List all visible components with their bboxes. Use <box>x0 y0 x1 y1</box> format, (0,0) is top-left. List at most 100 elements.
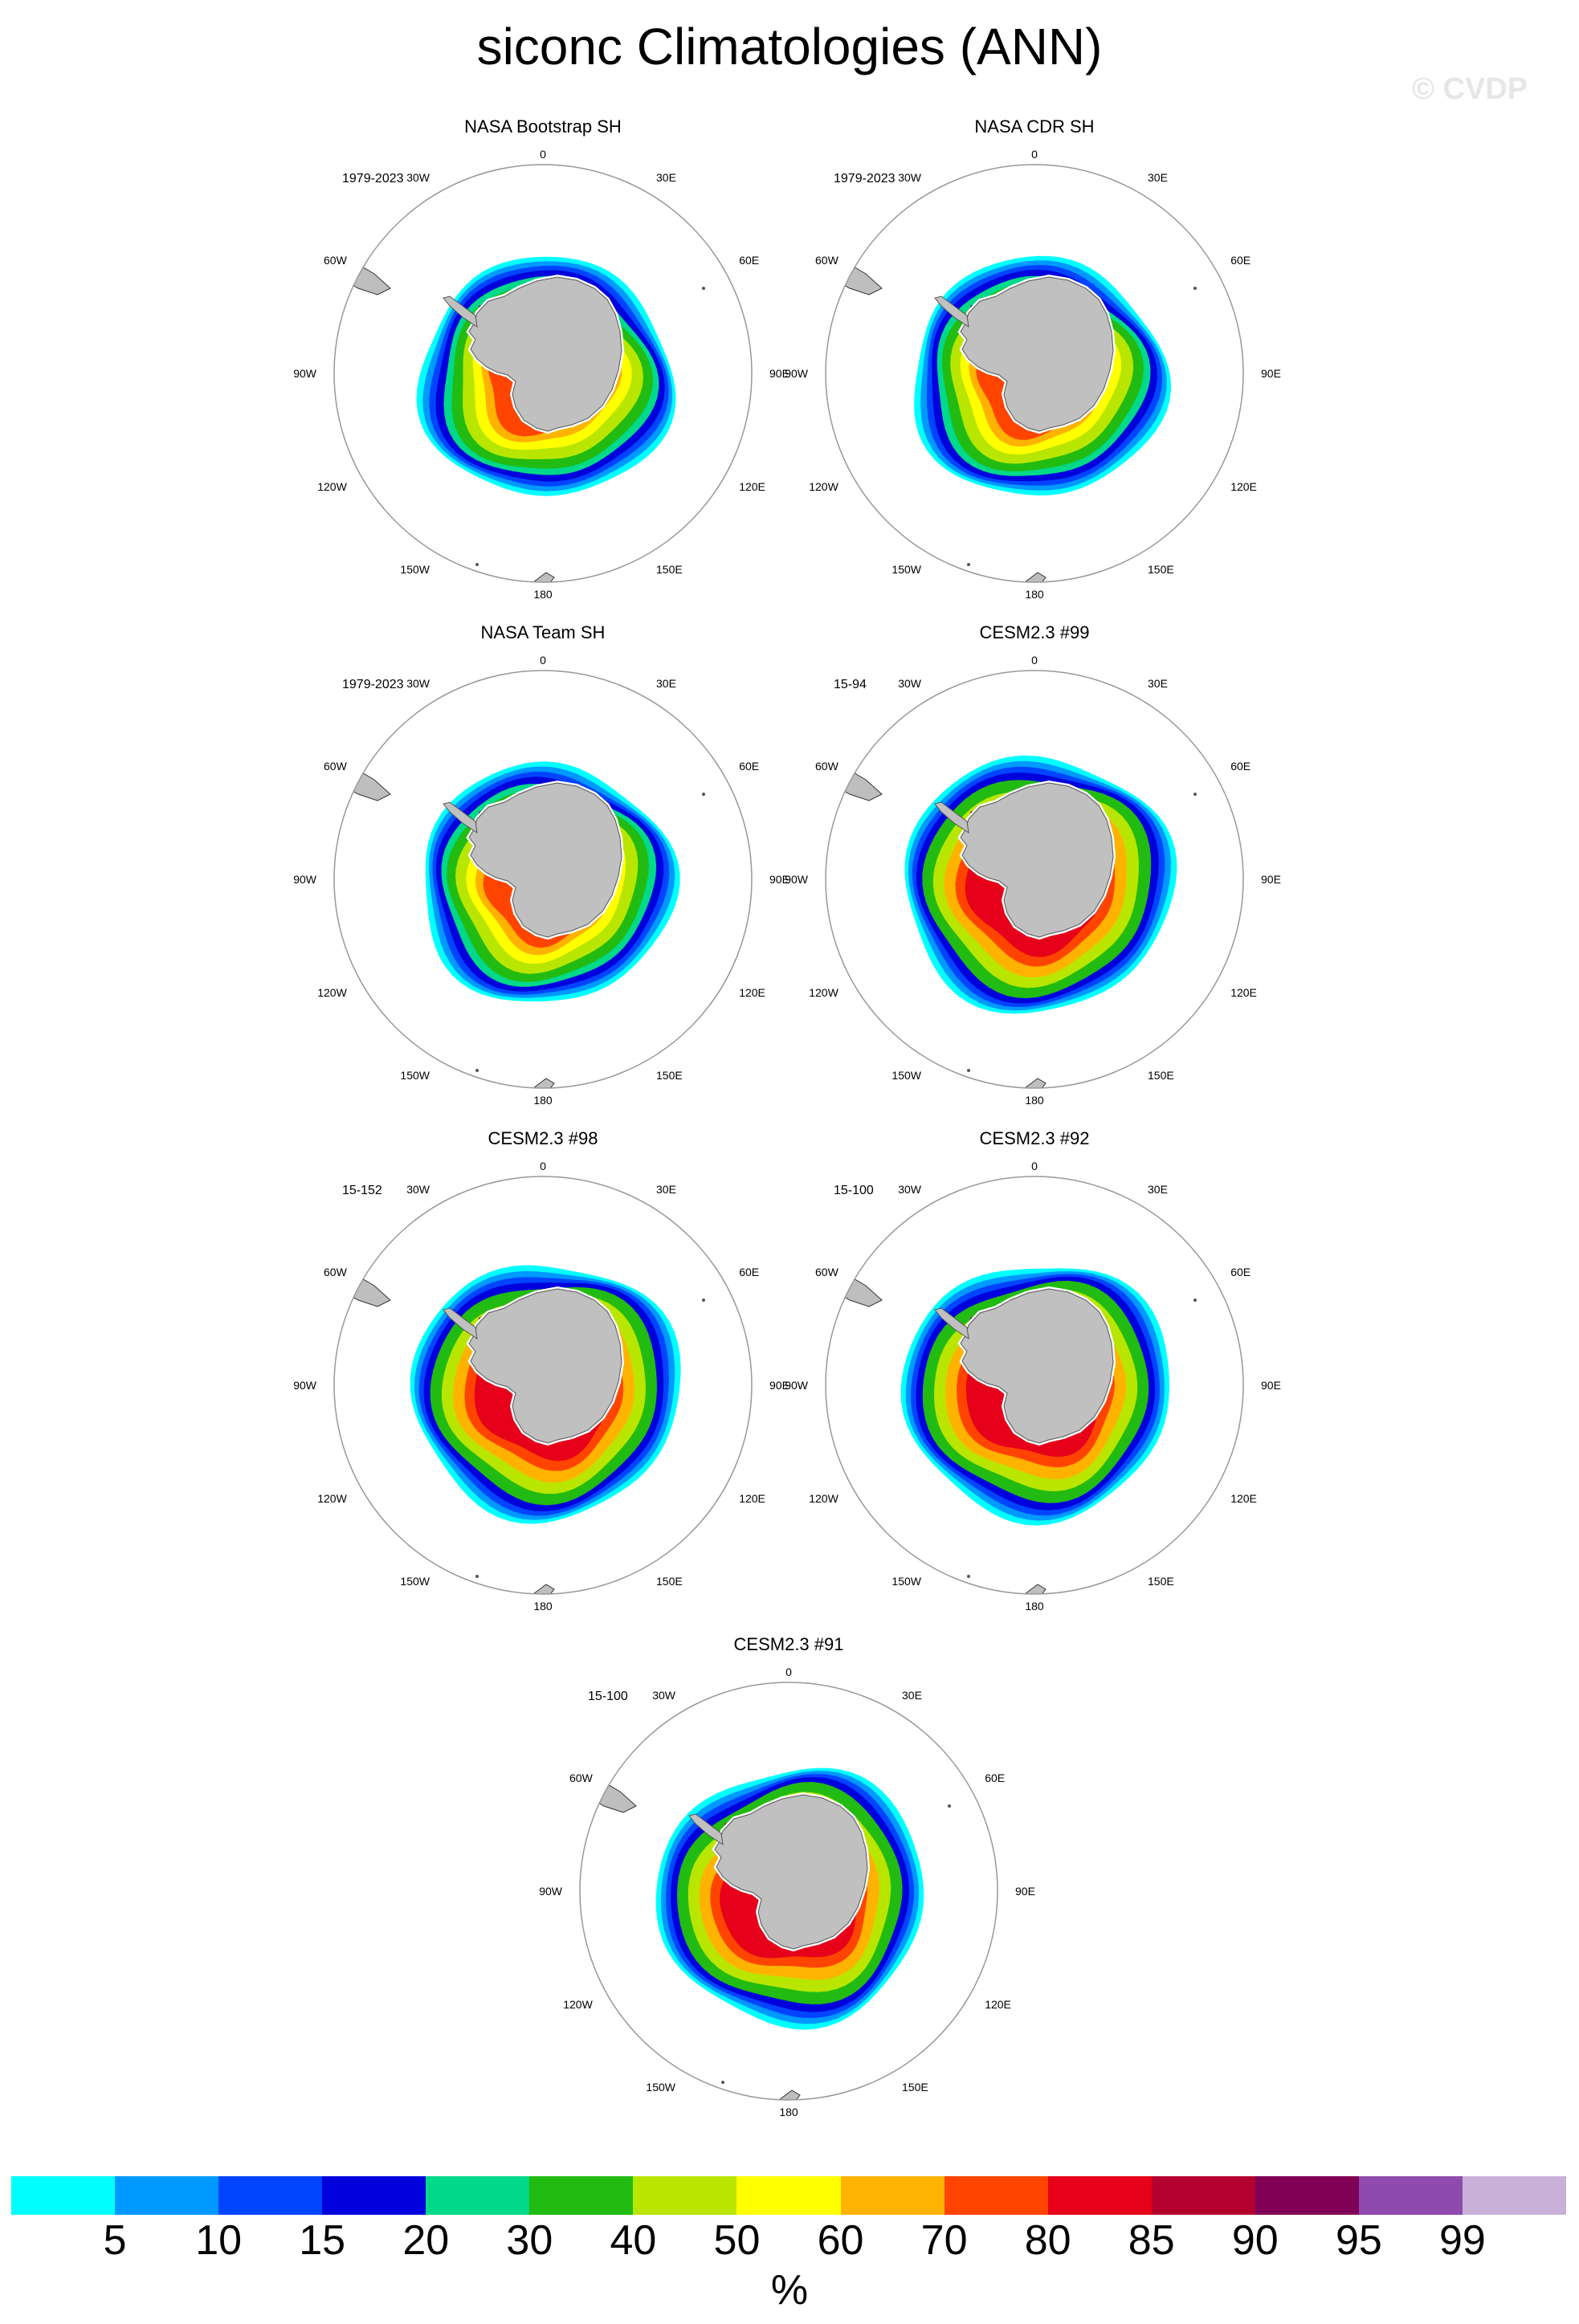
antarctic-peninsula <box>688 1813 724 1846</box>
longitude-label: 90E <box>1261 873 1281 886</box>
longitude-label: 90W <box>293 873 317 886</box>
longitude-label: 0 <box>540 1160 546 1172</box>
polar-stereographic-map: 0 30E 60E 90E 120E 150E 180 150W 120W 90W 60W 30W <box>785 148 1281 601</box>
colorbar-swatch <box>322 2176 426 2215</box>
longitude-label: 30W <box>898 677 922 690</box>
colorbar-swatch <box>1358 2176 1463 2215</box>
longitude-label: 0 <box>540 654 546 667</box>
longitude-label: 120W <box>317 986 347 999</box>
colorbar-swatch <box>1151 2176 1255 2215</box>
longitude-label: 90W <box>293 1379 317 1392</box>
tasmania-landmass <box>1180 1046 1202 1070</box>
longitude-label: 120E <box>1230 480 1257 493</box>
new-zealand-landmass <box>518 1584 555 1594</box>
longitude-label: 60E <box>1230 1266 1251 1278</box>
longitude-label: 120W <box>809 1492 838 1505</box>
longitude-label: 120W <box>563 1998 593 2011</box>
longitude-label: 150W <box>400 563 430 576</box>
island-marker <box>702 287 705 290</box>
colorbar-tick-label: 60 <box>817 2217 864 2264</box>
longitude-label: 150E <box>902 2081 928 2094</box>
island-marker <box>967 563 970 566</box>
panel-title: NASA Team SH <box>480 622 606 642</box>
polar-stereographic-map: 0 30E 60E 90E 120E 150E 180 150W 120W 90W 60W 30W <box>785 654 1281 1107</box>
longitude-label: 90E <box>1261 1379 1281 1392</box>
longitude-label: 30E <box>1148 171 1168 184</box>
map-panel: 0 30E 60E 90E 120E 150E 180 150W 120W 90W 60W 30W CE… <box>769 622 1316 1120</box>
island-marker <box>475 563 479 566</box>
antarctica-coastline <box>714 1794 868 1950</box>
colorbar-swatch <box>840 2176 945 2215</box>
polar-stereographic-map: 0 30E 60E 90E 120E 150E 180 150W 120W 90W 60W 30W <box>785 1160 1281 1613</box>
colorbar-units: % <box>770 2267 809 2314</box>
longitude-label: 90E <box>1261 367 1281 380</box>
panel-title: NASA CDR SH <box>974 116 1095 137</box>
longitude-label: 150E <box>656 1069 683 1082</box>
island-marker <box>1193 793 1197 796</box>
island-marker <box>721 2081 724 2084</box>
longitude-label: 60E <box>1230 760 1251 773</box>
longitude-label: 180 <box>1025 588 1044 601</box>
longitude-label: 60E <box>1230 254 1251 267</box>
tasmania-landmass <box>1180 540 1202 564</box>
colorbar-swatch <box>426 2176 530 2215</box>
watermark: © CVDP <box>1412 72 1528 106</box>
longitude-label: 150E <box>1148 1575 1174 1588</box>
longitude-label: 60E <box>739 1266 759 1278</box>
longitude-label: 60E <box>985 1772 1005 1784</box>
colorbar-swatch <box>11 2176 116 2215</box>
map-boundary <box>333 1176 753 1595</box>
figure-title: siconc Climatologies (ANN) <box>476 18 1103 75</box>
colorbar-swatch <box>1255 2176 1359 2215</box>
map-boundary <box>825 164 1244 583</box>
longitude-label: 150W <box>892 563 921 576</box>
island-marker <box>475 1575 479 1578</box>
antarctic-peninsula <box>443 296 478 328</box>
colorbar <box>11 2176 1566 2215</box>
longitude-label: 60W <box>569 1772 594 1784</box>
colorbar-tick-label: 5 <box>103 2217 127 2264</box>
longitude-label: 180 <box>533 588 553 601</box>
longitude-label: 90W <box>293 367 317 380</box>
colorbar-swatch <box>115 2176 219 2215</box>
colorbar-swatch <box>633 2176 737 2215</box>
colorbar-tick-label: 80 <box>1024 2217 1071 2264</box>
longitude-label: 30E <box>1148 677 1168 690</box>
longitude-label: 0 <box>1031 1160 1038 1172</box>
polar-stereographic-map: 0 30E 60E 90E 120E 150E 180 150W 120W 90W 60W 30W <box>539 1666 1035 2118</box>
antarctic-peninsula <box>934 1307 969 1340</box>
tasmania-landmass <box>934 2057 957 2081</box>
colorbar-swatch <box>944 2176 1048 2215</box>
antarctica-coastline <box>960 1288 1114 1444</box>
longitude-label: 60W <box>815 760 839 773</box>
antarctica-coastline <box>468 1288 622 1444</box>
longitude-label: 180 <box>1025 1094 1044 1107</box>
map-panel: 0 30E 60E 90E 120E 150E 180 150W 120W 90W 60W 30W NA… <box>769 116 1316 614</box>
longitude-label: 150E <box>1148 1069 1174 1082</box>
map-clip-group <box>826 1264 1202 1594</box>
island-marker <box>948 1804 951 1808</box>
island-marker <box>967 1069 970 1072</box>
colorbar-swatch <box>218 2176 323 2215</box>
longitude-label: 60W <box>324 254 348 267</box>
longitude-label: 150W <box>400 1069 430 1082</box>
longitude-label: 90W <box>539 1885 563 1898</box>
colorbar-tick-label: 99 <box>1439 2217 1486 2264</box>
longitude-label: 150W <box>646 2081 675 2094</box>
map-clip-group <box>826 252 1202 582</box>
colorbar-swatch <box>529 2176 634 2215</box>
panel-years: 1979-2023 <box>834 172 896 186</box>
longitude-label: 30E <box>1148 1183 1168 1196</box>
new-zealand-landmass <box>1010 1584 1047 1594</box>
colorbar-swatch <box>1462 2176 1566 2215</box>
new-zealand-landmass <box>764 2090 801 2100</box>
panel-title: CESM2.3 #99 <box>979 622 1090 642</box>
map-clip-group <box>580 1767 957 2100</box>
longitude-label: 90W <box>785 873 809 886</box>
longitude-label: 0 <box>1031 654 1038 667</box>
antarctic-peninsula <box>443 1307 478 1340</box>
tasmania-landmass <box>688 1551 711 1576</box>
longitude-label: 120E <box>1230 986 1257 999</box>
longitude-label: 60W <box>815 254 839 267</box>
new-zealand-landmass <box>1010 1078 1047 1088</box>
